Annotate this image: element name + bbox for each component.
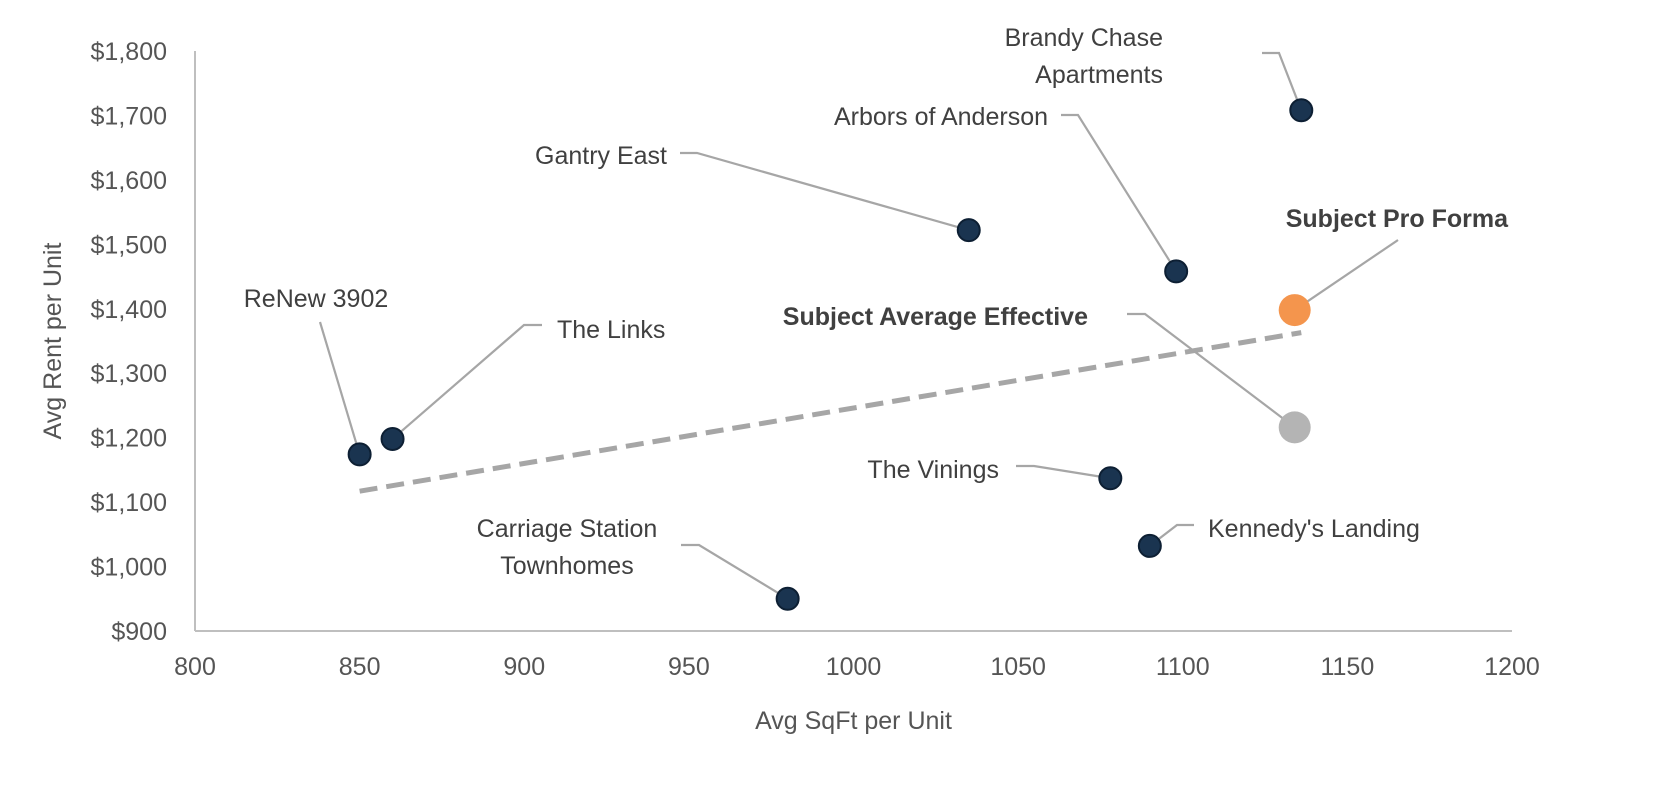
leader-line [318, 321, 361, 455]
x-tick-label: 1100 [1156, 653, 1210, 681]
data-point-label-line: Carriage Station [477, 515, 658, 543]
data-point-label-line: Subject Pro Forma [1286, 205, 1509, 233]
data-point-label-line: Kennedy's Landing [1208, 515, 1420, 543]
data-point-label: Arbors of Anderson [834, 103, 1048, 131]
data-point-label-line: The Vinings [867, 456, 999, 484]
data-point-label-line: Subject Average Effective [783, 303, 1088, 331]
data-point-label-line: Gantry East [535, 142, 667, 170]
data-point-marker [1278, 411, 1311, 444]
y-tick-label: $1,600 [91, 167, 167, 195]
x-tick-label: 900 [503, 653, 545, 681]
x-tick-label: 950 [668, 653, 710, 681]
data-point-label-line: Arbors of Anderson [834, 103, 1048, 131]
data-point-marker [1278, 294, 1311, 327]
x-tick-label: 1000 [826, 653, 882, 681]
data-point-label-line: The Links [557, 316, 665, 344]
data-point-label: Brandy Chase Apartments [1005, 24, 1163, 89]
data-point-marker [775, 586, 800, 611]
data-point-label-line: Townhomes [500, 552, 633, 580]
y-tick-label: $1,100 [91, 489, 167, 517]
data-point-marker [1137, 533, 1162, 558]
x-tick-label: 1150 [1320, 653, 1374, 681]
trendline [359, 330, 1302, 494]
y-tick-label: $1,200 [91, 425, 167, 453]
data-point-label-line: Brandy Chase [1005, 24, 1163, 52]
data-point-marker [1098, 466, 1123, 491]
leader-line [1262, 51, 1303, 111]
data-point-marker [1164, 259, 1189, 284]
leader-line [1016, 464, 1111, 480]
data-point-marker [1289, 98, 1314, 123]
data-point-label: Subject Pro Forma [1286, 205, 1509, 233]
data-point-label: The Links [557, 316, 665, 344]
y-tick-label: $1,400 [91, 296, 167, 324]
data-point-marker [380, 426, 405, 451]
data-point-label: Carriage Station Townhomes [477, 515, 658, 580]
axes: 800 850 900 950 1000 1050 1100 1150 1200 $900 $1,0… [91, 38, 1540, 681]
trendline-group [359, 330, 1302, 494]
y-tick-label: $1,500 [91, 231, 167, 259]
leader-line [681, 543, 789, 600]
x-tick-label: 1200 [1484, 653, 1540, 681]
y-tick-label: $1,000 [91, 554, 167, 582]
data-point-label: Gantry East [535, 142, 667, 170]
leader-line [680, 151, 970, 232]
leader-line [391, 323, 542, 440]
data-point-label: The Vinings [867, 456, 999, 484]
y-tick-label: $900 [111, 618, 167, 646]
data-point-label-line: Apartments [1035, 61, 1163, 89]
data-point-marker [956, 218, 981, 243]
leader-line [1061, 113, 1178, 272]
x-tick-label: 850 [339, 653, 381, 681]
leader-lines [318, 51, 1399, 600]
leader-line [1294, 239, 1399, 311]
x-tick-label: 800 [174, 653, 216, 681]
data-point-label: ReNew 3902 [244, 285, 389, 313]
data-point-marker [347, 442, 372, 467]
leader-line [1127, 312, 1296, 429]
data-point-label: Subject Average Effective [783, 303, 1088, 331]
y-tick-label: $1,800 [91, 38, 167, 66]
y-axis-title: Avg Rent per Unit [39, 243, 67, 440]
x-axis-title: Avg SqFt per Unit [755, 707, 952, 735]
data-points [347, 98, 1314, 611]
data-point-label: Kennedy's Landing [1208, 515, 1420, 543]
data-labels: Brandy Chase Apartments Arbors of Anderson… [244, 24, 1509, 580]
x-tick-label: 1050 [990, 653, 1046, 681]
y-tick-label: $1,700 [91, 102, 167, 130]
y-tick-label: $1,300 [91, 360, 167, 388]
data-point-label-line: ReNew 3902 [244, 285, 389, 313]
